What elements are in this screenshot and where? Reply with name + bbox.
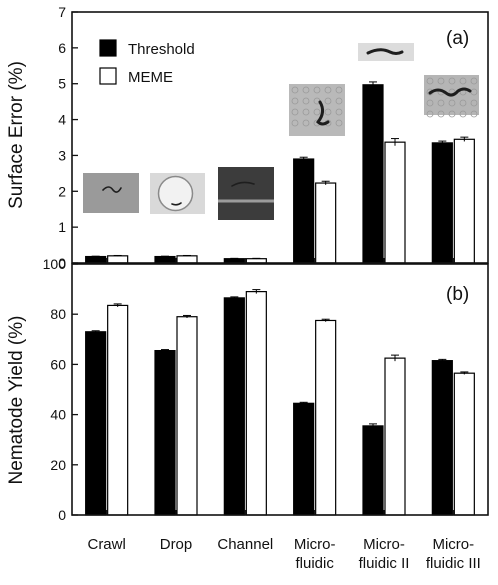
panel-a-bar-meme <box>176 255 198 264</box>
legend: Threshold MEME <box>99 39 195 86</box>
panel-a-bar-threshold <box>154 255 176 264</box>
panel-a-bar-meme <box>315 182 337 264</box>
panel-b-frame <box>71 263 489 516</box>
panel-a-y-tick-label: 1 <box>58 219 66 235</box>
panel-b-bar-meme <box>384 357 406 516</box>
legend-label-threshold: Threshold <box>128 41 195 58</box>
panel-b-y-tick-label: 0 <box>58 507 66 523</box>
category-label: Channel <box>217 536 273 553</box>
legend-swatch-threshold <box>99 39 117 57</box>
panel-b-bar-threshold <box>154 349 176 516</box>
panel-b-bar-meme <box>107 304 129 516</box>
category-label: Micro-fluidic III <box>426 536 481 572</box>
panel-b-y-tick-label: 60 <box>50 356 66 372</box>
worm-in-microfluidic-image <box>289 84 345 136</box>
panel-b-bar-threshold <box>223 297 245 516</box>
panel-b-bar-meme <box>453 372 475 516</box>
panel-b-label: (b) <box>446 284 469 305</box>
panel-a-bar-threshold <box>362 84 384 264</box>
category-label: Drop <box>160 536 193 553</box>
worm-in-microfluidic-iii-image <box>424 75 479 118</box>
panel-a-y-tick-label: 7 <box>58 4 66 20</box>
panel-b-bar-threshold <box>431 360 453 516</box>
panel-a-y-tick-label: 6 <box>58 40 66 56</box>
worm-in-channel-image <box>218 167 274 220</box>
worm-in-droplet-image <box>150 173 205 214</box>
panel-a-y-tick-label: 2 <box>58 183 66 199</box>
panel-a-bar-threshold <box>431 142 453 264</box>
panel-b-bar-threshold <box>362 425 384 516</box>
worm-in-microfluidic-ii-image <box>358 43 414 61</box>
panel-a-frame <box>71 11 489 264</box>
panel-b-y-tick-label: 40 <box>50 407 66 423</box>
panel-a-label: (a) <box>446 28 469 49</box>
panel-b-bar-meme <box>245 291 267 516</box>
panel-a-y-axis-label: Surface Error (%) <box>6 61 27 209</box>
panel-b-y-axis-label: Nematode Yield (%) <box>6 316 27 485</box>
category-label: Micro-fluidic <box>294 536 336 572</box>
panel-a-bar-meme <box>384 141 406 264</box>
panel-a-y-tick-label: 4 <box>58 112 66 128</box>
panel-a-y-tick-label: 3 <box>58 147 66 163</box>
panel-a-bar-threshold <box>85 255 107 264</box>
panel-a-bar-meme <box>107 255 129 264</box>
panel-b-bar-meme <box>315 319 337 516</box>
category-label: Micro-fluidic II <box>359 536 410 572</box>
category-label: Crawl <box>87 536 125 553</box>
panel-a-bar-meme <box>453 138 475 264</box>
panel-b-bar-threshold <box>293 402 315 516</box>
panel-a-y-tick-label: 5 <box>58 76 66 92</box>
panel-b-bar-meme <box>176 316 198 516</box>
panel-b-y-tick-label: 80 <box>50 306 66 322</box>
worm-on-agar-image <box>83 173 139 213</box>
panel-a-bar-threshold <box>293 158 315 264</box>
panel-b-y-tick-label: 20 <box>50 457 66 473</box>
legend-swatch-meme <box>99 67 117 85</box>
panel-b-bar-threshold <box>85 331 107 516</box>
legend-label-meme: MEME <box>128 69 173 86</box>
panel-b-y-tick-label: 100 <box>43 256 67 272</box>
panel-a-y-tick-label: 0 <box>58 255 66 271</box>
